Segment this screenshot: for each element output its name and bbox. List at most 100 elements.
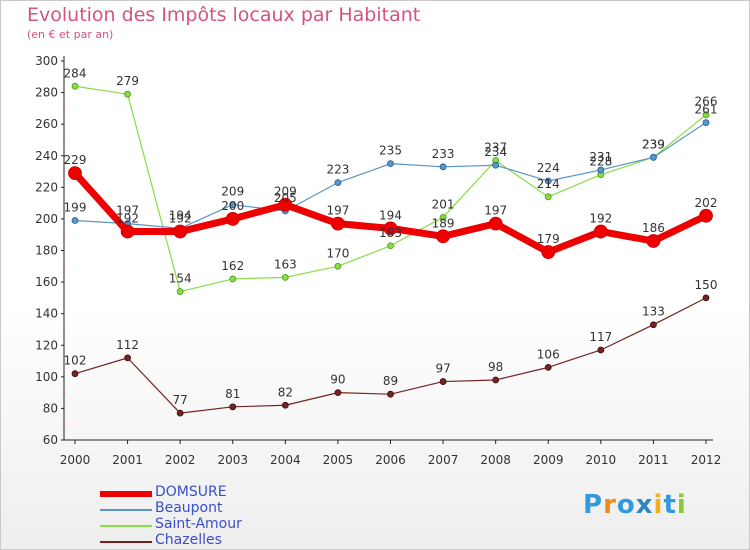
data-point-saint-amour-2002 — [176, 288, 184, 295]
data-label-chazelles-2004: 82 — [278, 385, 293, 399]
data-point-domsure-2000 — [68, 166, 82, 181]
data-label-domsure-2003: 200 — [221, 199, 244, 213]
data-point-domsure-2006 — [383, 221, 398, 236]
data-label-domsure-2007: 189 — [432, 216, 455, 230]
data-point-domsure-2002 — [173, 224, 188, 239]
data-point-saint-amour-2007 — [439, 213, 447, 221]
data-label-beaupont-2010: 231 — [589, 150, 612, 164]
proxiti-logo: Proxiti — [583, 490, 687, 520]
data-point-beaupont-2012 — [702, 119, 710, 126]
data-point-chazelles-2001 — [124, 354, 131, 362]
legend-swatch-beaupont — [100, 509, 152, 511]
data-label-domsure-2005: 197 — [326, 204, 349, 218]
data-label-domsure-2009: 179 — [537, 232, 560, 246]
data-point-chazelles-2003 — [229, 403, 237, 411]
data-label-beaupont-2011: 239 — [642, 137, 665, 151]
data-label-chazelles-2009: 106 — [537, 347, 560, 361]
data-label-chazelles-2008: 98 — [488, 360, 503, 374]
data-label-domsure-2002: 192 — [169, 212, 192, 226]
data-label-chazelles-2007: 97 — [435, 362, 450, 376]
x-tick-label-2006: 2006 — [375, 453, 406, 467]
data-point-saint-amour-2005 — [334, 262, 342, 270]
data-label-saint-amour-2006: 183 — [379, 226, 402, 240]
data-point-domsure-2010 — [593, 224, 608, 239]
data-label-chazelles-2002: 77 — [173, 393, 188, 407]
chart-title: Evolution des Impôts locaux par Habitant — [27, 4, 421, 26]
y-tick-label-120: 120 — [35, 338, 58, 352]
data-point-domsure-2012 — [699, 208, 713, 223]
y-tick-label-200: 200 — [35, 212, 58, 226]
data-point-domsure-2001 — [120, 224, 135, 239]
data-label-saint-amour-2004: 163 — [274, 257, 297, 271]
data-label-saint-amour-2005: 170 — [326, 246, 349, 260]
data-label-saint-amour-2003: 162 — [221, 259, 244, 273]
data-label-saint-amour-2008: 237 — [484, 140, 507, 154]
legend-swatch-domsure — [100, 491, 152, 497]
data-point-beaupont-2006 — [387, 160, 394, 168]
data-label-beaupont-2005: 223 — [326, 163, 349, 177]
data-point-domsure-2003 — [225, 212, 240, 226]
data-point-domsure-2009 — [541, 245, 556, 259]
legend-label-beaupont: Beaupont — [155, 500, 223, 516]
y-tick-label-260: 260 — [35, 117, 58, 131]
x-tick-label-2009: 2009 — [533, 453, 564, 467]
data-point-beaupont-2007 — [439, 163, 447, 171]
data-label-chazelles-2003: 81 — [225, 387, 240, 401]
data-point-saint-amour-2009 — [544, 193, 552, 201]
x-tick-label-2004: 2004 — [270, 453, 301, 467]
data-point-beaupont-2011 — [650, 153, 657, 161]
data-point-domsure-2008 — [488, 216, 503, 231]
data-point-chazelles-2009 — [544, 363, 552, 371]
data-label-chazelles-2006: 89 — [383, 374, 398, 388]
data-point-saint-amour-2004 — [281, 273, 289, 281]
data-point-domsure-2007 — [436, 229, 450, 244]
data-label-domsure-2012: 202 — [695, 196, 718, 210]
legend-label-chazelles: Chazelles — [155, 532, 222, 548]
data-label-beaupont-2009: 224 — [537, 161, 560, 175]
x-tick-label-2011: 2011 — [638, 453, 669, 467]
legend-swatch-chazelles — [100, 541, 152, 543]
data-point-saint-amour-2003 — [229, 275, 237, 283]
y-tick-label-240: 240 — [35, 149, 58, 163]
data-point-beaupont-2009 — [544, 177, 552, 185]
legend-label-domsure: DOMSURE — [155, 484, 227, 500]
x-tick-label-2003: 2003 — [217, 453, 248, 467]
data-label-beaupont-2003: 209 — [221, 185, 244, 199]
data-label-beaupont-2006: 235 — [379, 144, 402, 158]
data-label-saint-amour-2012: 266 — [695, 95, 718, 109]
data-label-chazelles-2010: 117 — [589, 330, 612, 344]
data-label-beaupont-2007: 233 — [432, 147, 455, 161]
data-label-beaupont-2001: 197 — [116, 204, 139, 218]
data-label-domsure-2006: 194 — [379, 208, 402, 222]
data-label-saint-amour-2002: 154 — [169, 272, 192, 286]
data-label-beaupont-2002: 194 — [169, 208, 192, 222]
data-point-chazelles-2004 — [281, 401, 289, 409]
data-label-domsure-2008: 197 — [484, 204, 507, 218]
x-tick-label-2012: 2012 — [691, 453, 722, 467]
data-label-chazelles-2000: 102 — [64, 354, 87, 368]
data-point-beaupont-2000 — [71, 217, 79, 224]
data-point-chazelles-2007 — [439, 378, 447, 385]
data-label-domsure-2000: 229 — [64, 153, 87, 167]
y-tick-label-220: 220 — [35, 180, 58, 194]
data-label-chazelles-2012: 150 — [695, 278, 718, 292]
data-point-chazelles-2002 — [176, 409, 184, 417]
data-point-chazelles-2005 — [334, 389, 342, 397]
data-label-domsure-2011: 186 — [642, 221, 665, 235]
data-point-saint-amour-2000 — [71, 82, 79, 90]
data-point-chazelles-2010 — [597, 346, 605, 354]
data-label-domsure-2010: 192 — [589, 212, 612, 226]
x-tick-label-2000: 2000 — [60, 453, 91, 467]
data-point-saint-amour-2001 — [124, 90, 131, 98]
data-label-saint-amour-2001: 279 — [116, 74, 139, 88]
legend-swatch-saint-amour — [100, 525, 152, 527]
data-label-beaupont-2012: 261 — [695, 103, 718, 117]
data-label-beaupont-2004: 205 — [274, 191, 297, 205]
data-label-chazelles-2011: 133 — [642, 305, 665, 319]
data-point-beaupont-2010 — [597, 166, 605, 174]
y-tick-label-180: 180 — [35, 244, 58, 258]
data-point-saint-amour-2012 — [702, 111, 710, 119]
chart-subtitle: (en € et par an) — [27, 28, 114, 41]
